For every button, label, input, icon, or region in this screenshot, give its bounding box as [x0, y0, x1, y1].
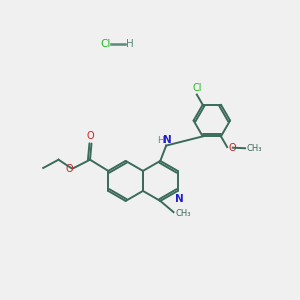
Text: N: N: [175, 194, 184, 205]
Text: O: O: [86, 131, 94, 141]
Text: CH₃: CH₃: [175, 208, 190, 217]
Text: H: H: [158, 136, 164, 145]
Text: O: O: [228, 143, 236, 153]
Text: Cl: Cl: [192, 83, 202, 93]
Text: N: N: [163, 135, 172, 145]
Text: O: O: [65, 164, 73, 174]
Text: Cl: Cl: [100, 39, 110, 49]
Text: H: H: [126, 39, 134, 49]
Text: CH₃: CH₃: [246, 144, 262, 153]
